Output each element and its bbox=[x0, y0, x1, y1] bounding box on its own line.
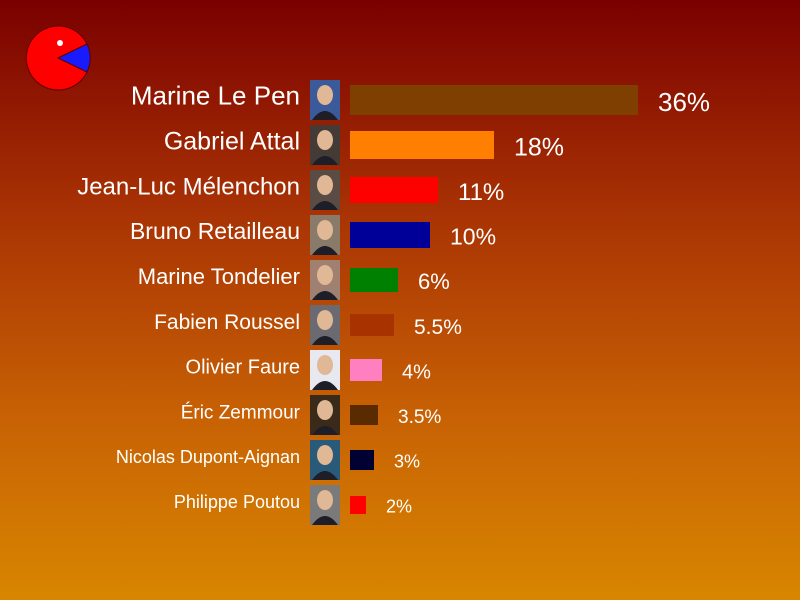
candidate-photo bbox=[310, 170, 340, 210]
value-label: 3.5% bbox=[398, 407, 441, 428]
candidate-name: Olivier Faure bbox=[186, 357, 300, 379]
candidate-photo bbox=[310, 485, 340, 525]
bar bbox=[350, 131, 494, 159]
logo-body bbox=[25, 25, 88, 91]
candidate-name: Éric Zemmour bbox=[181, 402, 301, 423]
candidate-name: Marine Tondelier bbox=[138, 264, 300, 289]
candidate-photo bbox=[310, 125, 340, 165]
candidate-photo bbox=[310, 305, 340, 345]
value-label: 36% bbox=[658, 87, 710, 117]
value-label: 6% bbox=[418, 269, 450, 294]
logo-eye bbox=[57, 40, 63, 46]
candidate-photo bbox=[310, 350, 340, 390]
candidate-name: Gabriel Attal bbox=[164, 128, 300, 156]
candidate-photo bbox=[310, 215, 340, 255]
bar bbox=[350, 268, 398, 292]
value-label: 18% bbox=[514, 134, 564, 162]
candidate-name: Marine Le Pen bbox=[131, 81, 300, 111]
value-label: 5.5% bbox=[414, 316, 462, 339]
candidate-name: Bruno Retailleau bbox=[130, 218, 300, 244]
logo-wedge bbox=[56, 43, 91, 73]
bar bbox=[350, 177, 438, 203]
bar bbox=[350, 450, 374, 470]
candidate-photo bbox=[310, 395, 340, 435]
candidate-name: Jean-Luc Mélenchon bbox=[77, 173, 300, 200]
candidate-photo bbox=[310, 260, 340, 300]
bar bbox=[350, 314, 394, 336]
value-label: 11% bbox=[458, 179, 504, 206]
value-label: 4% bbox=[402, 361, 431, 383]
candidate-name: Philippe Poutou bbox=[174, 492, 300, 512]
bar bbox=[350, 222, 430, 248]
value-label: 3% bbox=[394, 452, 420, 472]
bar bbox=[350, 359, 382, 381]
pacman-pie-icon bbox=[25, 25, 91, 91]
bar bbox=[350, 405, 378, 425]
candidate-photo bbox=[310, 80, 340, 120]
candidate-name: Nicolas Dupont-Aignan bbox=[116, 447, 300, 467]
candidate-name: Fabien Roussel bbox=[154, 311, 300, 334]
candidate-photo bbox=[310, 440, 340, 480]
bar bbox=[350, 85, 638, 115]
value-label: 2% bbox=[386, 497, 412, 517]
bar bbox=[350, 496, 366, 514]
value-label: 10% bbox=[450, 224, 496, 250]
